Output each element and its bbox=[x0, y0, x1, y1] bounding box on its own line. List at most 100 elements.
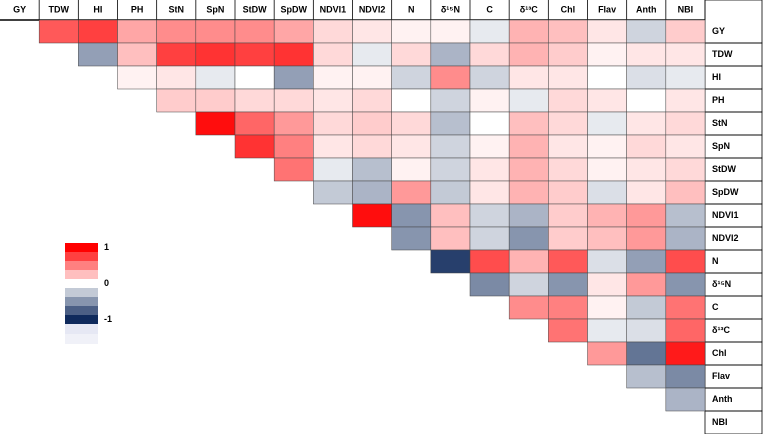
column-label: δ¹³C bbox=[520, 4, 538, 14]
row-label: PH bbox=[712, 95, 725, 105]
row-label: StN bbox=[712, 118, 728, 128]
heatmap-cell bbox=[665, 249, 706, 274]
heatmap-cell bbox=[352, 19, 392, 44]
heatmap-cell bbox=[469, 180, 510, 205]
column-label: StDW bbox=[243, 4, 267, 14]
heatmap-cell bbox=[508, 157, 549, 182]
column-label: GY bbox=[13, 4, 26, 14]
heatmap-cell bbox=[313, 88, 353, 113]
heatmap-cell bbox=[430, 180, 471, 205]
heatmap-cell bbox=[352, 42, 392, 67]
heatmap-cell bbox=[313, 134, 353, 159]
heatmap-cell bbox=[665, 180, 706, 205]
heatmap-cell bbox=[469, 42, 510, 67]
heatmap-cell bbox=[626, 42, 667, 67]
heatmap-cell bbox=[156, 19, 197, 44]
heatmap-cell bbox=[626, 364, 667, 389]
heatmap-cell bbox=[391, 134, 432, 159]
heatmap-cell bbox=[587, 157, 627, 182]
column-label: SpN bbox=[206, 4, 224, 14]
legend-swatch bbox=[65, 243, 98, 252]
heatmap-cell bbox=[587, 318, 627, 343]
heatmap-cell bbox=[508, 249, 549, 274]
heatmap-cell bbox=[195, 65, 236, 90]
heatmap-cell bbox=[313, 180, 353, 205]
row-label: δ¹⁵N bbox=[712, 279, 731, 289]
heatmap-cell bbox=[273, 65, 314, 90]
legend-swatch bbox=[65, 279, 98, 288]
heatmap-cell bbox=[469, 65, 510, 90]
column-label: Chl bbox=[561, 4, 576, 14]
heatmap-cell bbox=[117, 42, 157, 67]
heatmap-cell bbox=[665, 295, 706, 320]
heatmap-cell bbox=[234, 88, 275, 113]
row-label: GY bbox=[712, 26, 725, 36]
row-label: Chl bbox=[712, 348, 727, 358]
column-label: NDVI1 bbox=[320, 4, 347, 14]
heatmap-cell bbox=[117, 65, 157, 90]
heatmap-cell bbox=[313, 111, 353, 136]
heatmap-cell bbox=[391, 65, 432, 90]
heatmap-cell bbox=[665, 364, 706, 389]
row-label: δ¹³C bbox=[712, 325, 730, 335]
heatmap-cell bbox=[352, 134, 392, 159]
row-label: HI bbox=[712, 72, 721, 82]
heatmap-cell bbox=[587, 19, 627, 44]
column-label: Flav bbox=[598, 4, 616, 14]
row-label: N bbox=[712, 256, 719, 266]
heatmap-cell bbox=[548, 226, 588, 251]
heatmap-cell bbox=[352, 203, 392, 228]
heatmap-cell bbox=[665, 272, 706, 297]
column-label: StN bbox=[169, 4, 185, 14]
legend-label: 1 bbox=[104, 242, 109, 252]
heatmap-cell bbox=[469, 203, 510, 228]
heatmap-cell bbox=[665, 341, 706, 366]
heatmap-cell bbox=[626, 249, 667, 274]
row-label: Anth bbox=[712, 394, 733, 404]
heatmap-cell bbox=[313, 65, 353, 90]
heatmap-cell bbox=[548, 157, 588, 182]
heatmap-cell bbox=[665, 42, 706, 67]
heatmap-cell bbox=[665, 88, 706, 113]
heatmap-cell bbox=[273, 111, 314, 136]
row-label: NDVI1 bbox=[712, 210, 739, 220]
heatmap-cell bbox=[469, 157, 510, 182]
heatmap-cell bbox=[665, 157, 706, 182]
legend-decor bbox=[65, 324, 98, 334]
heatmap-cell bbox=[548, 65, 588, 90]
heatmap-cell bbox=[78, 42, 118, 67]
heatmap-cell bbox=[391, 111, 432, 136]
heatmap-cell bbox=[626, 19, 667, 44]
legend-swatch bbox=[65, 288, 98, 297]
column-label: NBI bbox=[678, 4, 694, 14]
heatmap-cell bbox=[587, 111, 627, 136]
heatmap-cell bbox=[626, 272, 667, 297]
legend-swatch bbox=[65, 261, 98, 270]
heatmap-cell bbox=[469, 272, 510, 297]
heatmap-cell bbox=[548, 318, 588, 343]
heatmap-cell bbox=[508, 295, 549, 320]
heatmap-cell bbox=[430, 42, 471, 67]
heatmap-cell bbox=[234, 65, 275, 90]
heatmap-cell bbox=[548, 111, 588, 136]
heatmap-cell bbox=[469, 249, 510, 274]
heatmap-cell bbox=[626, 318, 667, 343]
row-label: C bbox=[712, 302, 719, 312]
heatmap-cell bbox=[430, 249, 471, 274]
legend-label: -1 bbox=[104, 314, 112, 324]
heatmap-cell bbox=[273, 42, 314, 67]
heatmap-cell bbox=[508, 203, 549, 228]
heatmap-cell bbox=[430, 203, 471, 228]
heatmap-cell bbox=[665, 19, 706, 44]
heatmap-cell bbox=[273, 134, 314, 159]
heatmap-cell bbox=[391, 157, 432, 182]
heatmap-cell bbox=[587, 249, 627, 274]
heatmap-cell bbox=[391, 203, 432, 228]
heatmap-cell bbox=[587, 226, 627, 251]
heatmap-cell bbox=[548, 19, 588, 44]
heatmap-cell bbox=[430, 134, 471, 159]
legend-swatch bbox=[65, 270, 98, 279]
heatmap-cell bbox=[548, 295, 588, 320]
heatmap-cell bbox=[508, 111, 549, 136]
heatmap-cell bbox=[665, 203, 706, 228]
